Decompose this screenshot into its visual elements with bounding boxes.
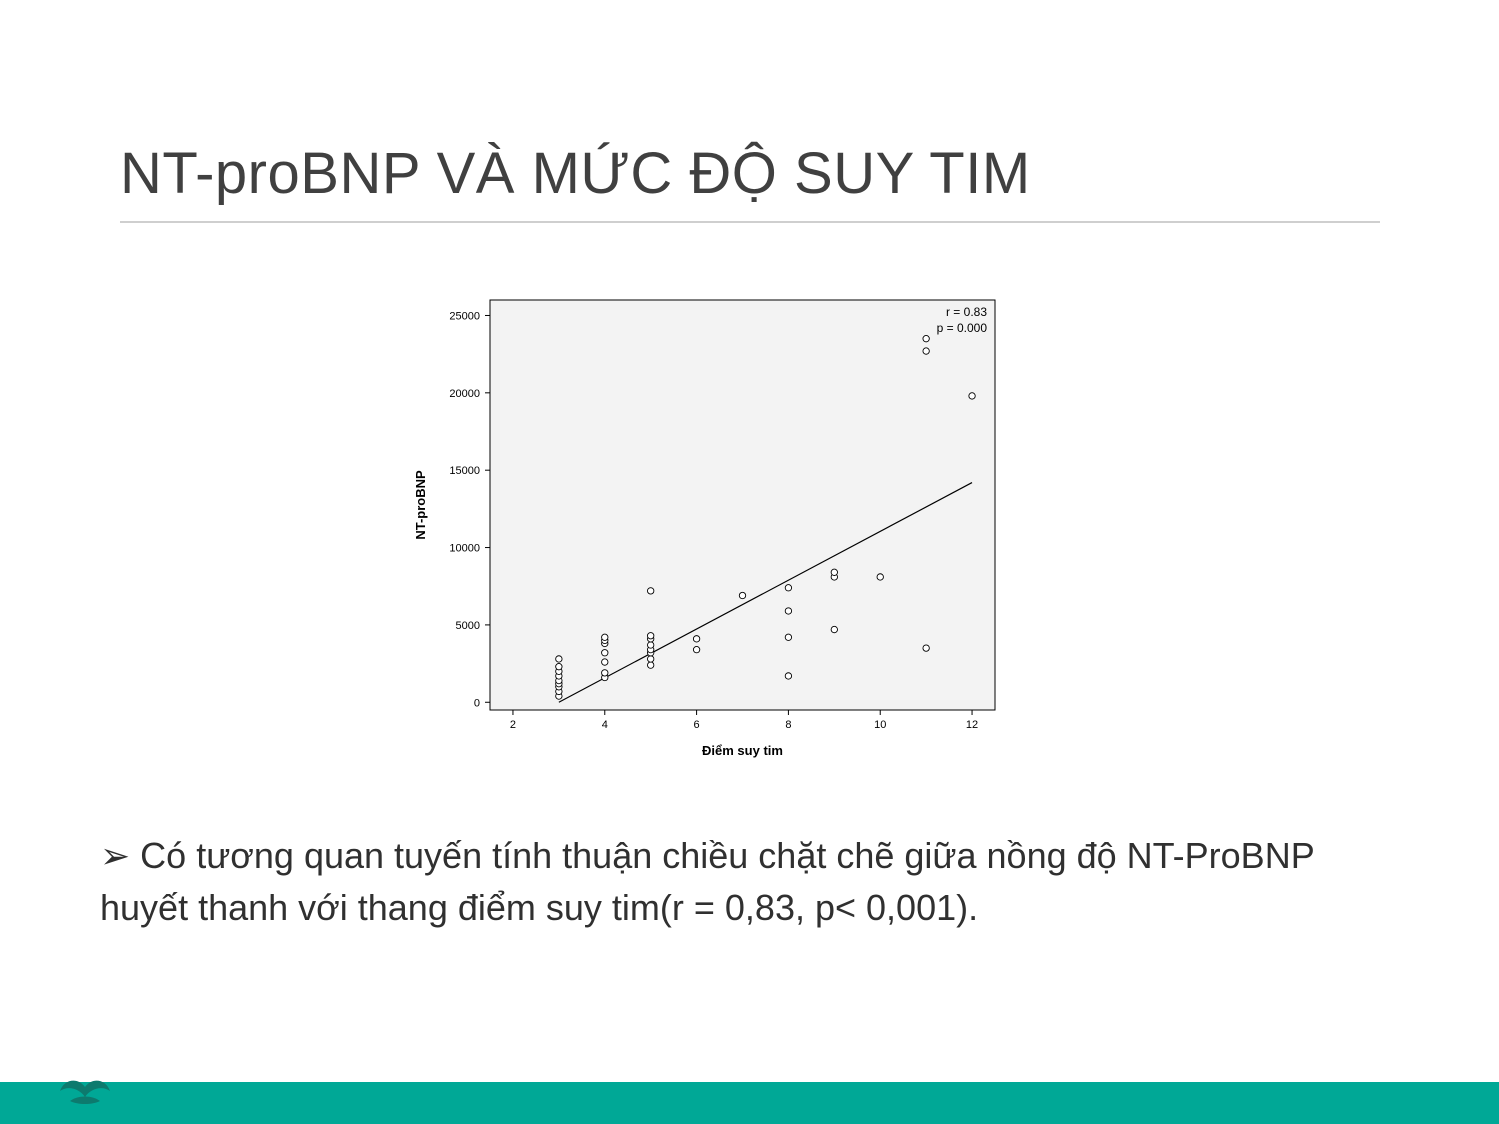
svg-text:NT-proBNP: NT-proBNP — [413, 470, 428, 540]
svg-text:2: 2 — [510, 719, 516, 731]
svg-text:12: 12 — [966, 719, 978, 731]
svg-text:10: 10 — [874, 719, 886, 731]
plant-logo-icon — [50, 1049, 120, 1114]
svg-text:25000: 25000 — [449, 310, 480, 322]
svg-text:Điểm suy tim: Điểm suy tim — [702, 743, 783, 758]
scatter-chart: 2 4 6 8 10 12 0 5000 10000 15000 20000 25000 Điểm su… — [380, 270, 1020, 770]
chart-svg: 2 4 6 8 10 12 0 5000 10000 15000 20000 25000 Điểm su… — [380, 270, 1020, 770]
svg-text:6: 6 — [694, 719, 700, 731]
slide-title-block: NT-proBNP VÀ MỨC ĐỘ SUY TIM — [120, 140, 1380, 223]
svg-text:15000: 15000 — [449, 465, 480, 477]
svg-text:5000: 5000 — [456, 620, 480, 632]
svg-text:4: 4 — [602, 719, 608, 731]
svg-text:p = 0.000: p = 0.000 — [937, 321, 988, 335]
svg-text:20000: 20000 — [449, 388, 480, 400]
svg-text:10000: 10000 — [449, 543, 480, 555]
svg-text:8: 8 — [785, 719, 791, 731]
svg-text:r = 0.83: r = 0.83 — [946, 305, 987, 319]
bullet-text: ➢ Có tương quan tuyến tính thuận chiều c… — [100, 830, 1400, 934]
slide-title: NT-proBNP VÀ MỨC ĐỘ SUY TIM — [120, 140, 1380, 223]
footer-bar — [0, 1082, 1499, 1124]
svg-text:0: 0 — [474, 697, 480, 709]
